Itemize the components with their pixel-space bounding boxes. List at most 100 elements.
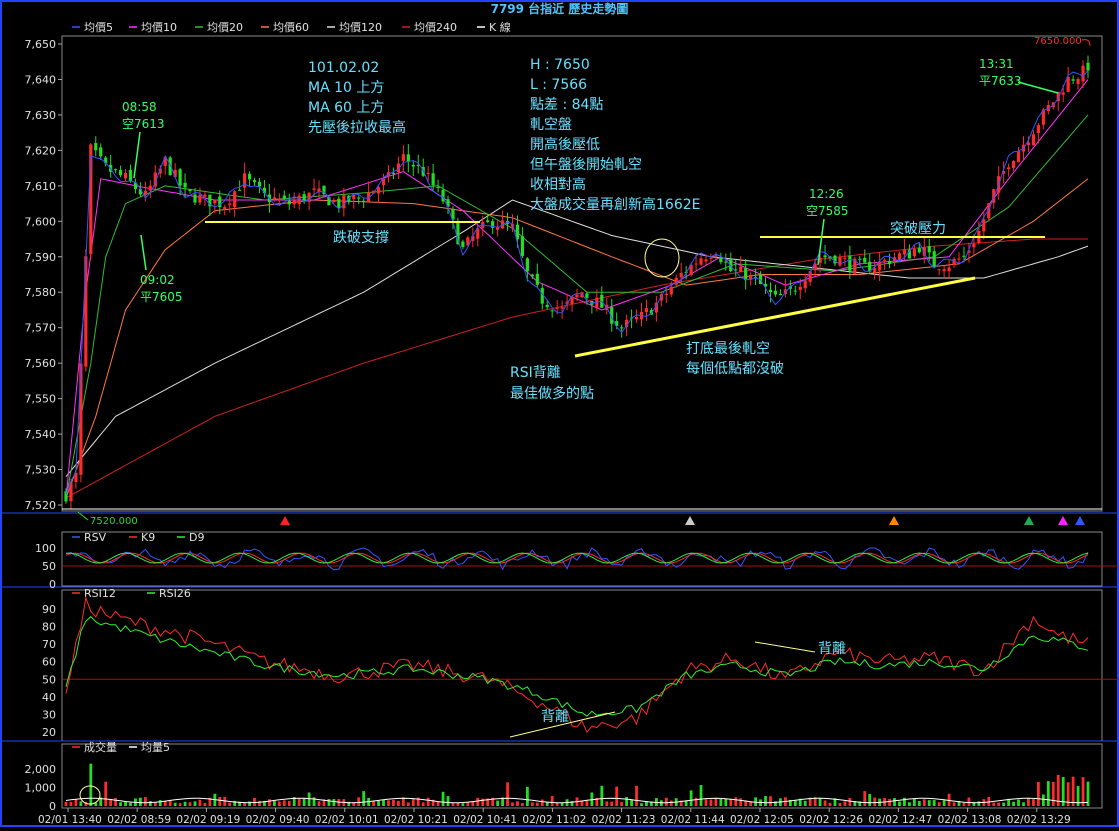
candle-body [709, 257, 713, 259]
candle-body [744, 268, 748, 281]
volume-bar [74, 799, 78, 806]
volume-bar [158, 800, 162, 806]
volume-bar [268, 799, 271, 806]
note-1226-action: 空7585 [806, 204, 849, 218]
volume-bar [411, 798, 415, 806]
note-block2-line: 軋空盤 [530, 117, 572, 133]
volume-bar [79, 801, 83, 806]
price-tick-label: 7,530 [25, 464, 57, 477]
volume-panel [61, 743, 1103, 809]
note-bottoming: 打底最後軋空 [686, 340, 770, 357]
candle-body [357, 197, 361, 199]
candle-body [669, 286, 673, 295]
note-0858-action: 空7613 [122, 117, 165, 131]
volume-bar [942, 800, 946, 806]
price-tick-label: 7,650 [25, 38, 57, 51]
time-tick-label: 02/02 08:59 [107, 814, 171, 826]
volume-bar [833, 798, 837, 806]
volume-bar [927, 800, 931, 806]
time-tick-label: 02/02 12:26 [799, 814, 863, 826]
note-block2-line: 點差 : 84點 [530, 97, 603, 113]
signal-triangle [1075, 516, 1085, 525]
candle-body [674, 277, 678, 285]
candle-body [401, 154, 405, 161]
candle-body [595, 297, 599, 308]
candle-body [610, 307, 614, 324]
candle-body [664, 293, 668, 295]
candle-body [1026, 142, 1031, 146]
candle-body [178, 169, 182, 186]
candle-body [337, 198, 341, 208]
price-low-pointer [77, 511, 89, 521]
volume-bar [699, 785, 703, 806]
volume-bar [912, 798, 916, 806]
volume-bar [545, 802, 549, 806]
candle-body [193, 194, 197, 203]
volume-bar [903, 797, 906, 806]
volume-bar [253, 797, 256, 806]
price-tick-label: 7,640 [25, 73, 57, 86]
candle-body [252, 180, 257, 183]
note-block2-line: H : 7650 [530, 57, 590, 73]
candle-body [257, 181, 262, 187]
candle-body [644, 308, 649, 313]
candle-body [982, 219, 986, 232]
volume-bar [774, 801, 777, 806]
volume-bar [828, 802, 832, 806]
candle-body [218, 196, 222, 208]
volume-bar [689, 790, 693, 806]
volume-bar [932, 800, 936, 806]
candle-body [1016, 151, 1021, 163]
candle-body [957, 258, 961, 260]
note-block1-line: MA 60 上方 [308, 100, 384, 116]
time-tick-label: 02/02 13:29 [1007, 814, 1071, 826]
volume-bar [183, 801, 187, 806]
candle-body [376, 187, 381, 194]
candle-body [1086, 62, 1090, 71]
candle-body [560, 307, 564, 309]
volume-bar [104, 781, 108, 806]
candle-body [362, 200, 366, 202]
candle-body [118, 170, 123, 176]
note-rsi-div-bottom: 背離 [541, 708, 569, 725]
candle-body [143, 190, 147, 195]
volume-bar [441, 791, 445, 806]
volume-bar [94, 802, 98, 806]
volume-highlight-circle [79, 785, 101, 805]
candle-body [1071, 79, 1075, 81]
volume-bar [734, 797, 738, 806]
volume-bar [997, 802, 1001, 806]
rsi-line-rsi12 [65, 595, 1089, 734]
candle-body [654, 302, 658, 313]
candle-body [1007, 167, 1011, 170]
volume-bar [163, 801, 167, 806]
note-support-break: 跌破支撐 [333, 230, 389, 246]
candle-body [441, 189, 445, 202]
candle-body [371, 190, 376, 194]
legend-main-item-1: 均價10 [141, 20, 177, 34]
volume-bar [709, 799, 713, 806]
highlight-circle [644, 238, 680, 278]
candle-body [878, 261, 882, 271]
kd-panel [61, 531, 1103, 587]
volume-bar [193, 801, 197, 806]
price-tick-label: 7,620 [25, 144, 57, 157]
volume-bar [798, 798, 802, 806]
candle-body [173, 169, 177, 177]
price-tick-label: 7,580 [25, 286, 57, 299]
volume-bar [139, 797, 142, 806]
volume-bar [421, 802, 425, 806]
legend-main-item-4: 均價120 [339, 20, 382, 34]
candle-body [327, 196, 331, 206]
volume-bar [694, 797, 698, 806]
volume-bar [109, 798, 113, 806]
rsi-tick-label: 40 [42, 691, 56, 704]
rsi-tick-label: 70 [42, 638, 56, 651]
candle-body [525, 258, 529, 272]
legend-kd-item-1: K9 [141, 531, 155, 544]
volume-bar [1002, 802, 1006, 806]
volume-bar [650, 801, 653, 806]
rsi-tick-label: 50 [42, 673, 56, 686]
time-tick-label: 02/02 09:19 [176, 814, 240, 826]
